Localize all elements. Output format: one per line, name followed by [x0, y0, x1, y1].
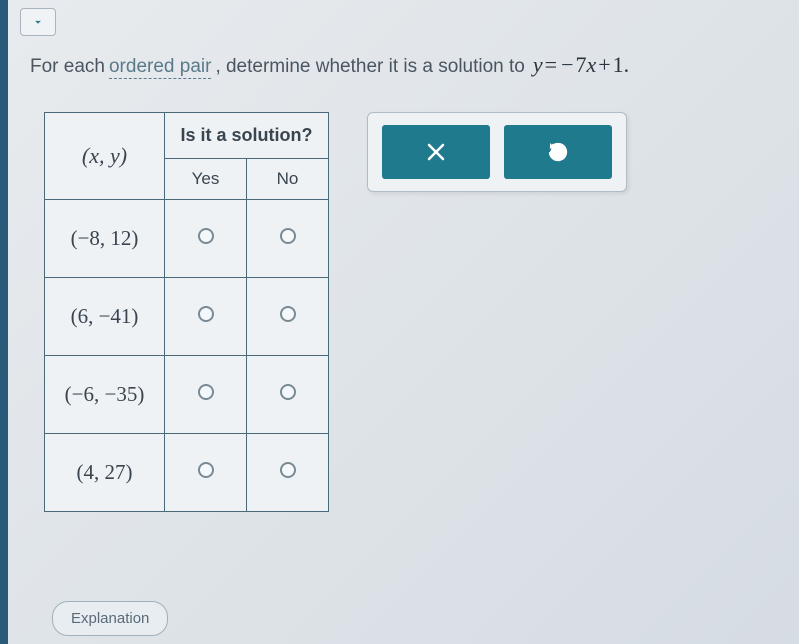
radio-no[interactable] — [280, 462, 296, 478]
table-row: (4, 27) — [45, 434, 329, 512]
collapse-toggle[interactable] — [20, 8, 56, 36]
equation-const: 1 — [613, 52, 624, 77]
main-content-row: (x, y) Is it a solution? Yes No (−8, 12)… — [44, 112, 627, 512]
equation: y=−7x+1. — [533, 52, 629, 78]
radio-no[interactable] — [280, 306, 296, 322]
radio-yes[interactable] — [198, 228, 214, 244]
table-row: (−8, 12) — [45, 200, 329, 278]
radio-yes[interactable] — [198, 462, 214, 478]
header-no: No — [247, 159, 329, 200]
ordered-pair-link[interactable]: ordered pair — [109, 56, 211, 79]
equation-op: + — [598, 52, 610, 77]
pair-cell: (−8, 12) — [45, 200, 165, 278]
close-button[interactable] — [382, 125, 490, 179]
solution-table: (x, y) Is it a solution? Yes No (−8, 12)… — [44, 112, 329, 512]
explanation-button[interactable]: Explanation — [52, 601, 168, 636]
question-prompt: For each ordered pair, determine whether… — [30, 52, 629, 79]
pair-cell: (−6, −35) — [45, 356, 165, 434]
header-solution: Is it a solution? — [165, 113, 329, 159]
radio-yes[interactable] — [198, 306, 214, 322]
radio-no[interactable] — [280, 384, 296, 400]
question-suffix: , determine whether it is a solution to — [215, 56, 524, 78]
reset-icon — [546, 140, 570, 164]
table-row: (−6, −35) — [45, 356, 329, 434]
close-icon — [424, 140, 448, 164]
pair-cell: (4, 27) — [45, 434, 165, 512]
table-row: (6, −41) — [45, 278, 329, 356]
equation-lhs: y — [533, 52, 543, 77]
header-xy: (x, y) — [45, 113, 165, 200]
equation-eq: = — [545, 52, 557, 77]
radio-no[interactable] — [280, 228, 296, 244]
action-button-panel — [367, 112, 627, 192]
reset-button[interactable] — [504, 125, 612, 179]
question-prefix: For each — [30, 56, 105, 78]
equation-neg: − — [561, 52, 573, 77]
header-yes: Yes — [165, 159, 247, 200]
screen-left-edge — [0, 0, 8, 644]
chevron-down-icon — [31, 15, 45, 29]
equation-coef: 7 — [575, 52, 586, 77]
radio-yes[interactable] — [198, 384, 214, 400]
pair-cell: (6, −41) — [45, 278, 165, 356]
equation-var: x — [586, 52, 596, 77]
equation-end: . — [624, 52, 630, 77]
